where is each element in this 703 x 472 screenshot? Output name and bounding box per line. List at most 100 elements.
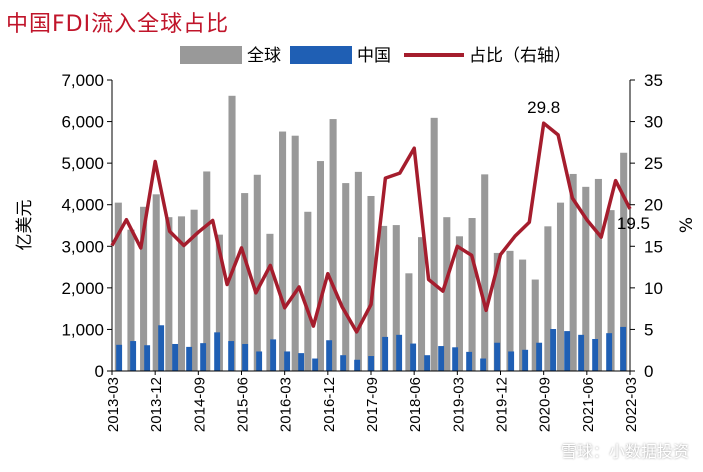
global-bar xyxy=(266,233,274,371)
china-bar xyxy=(186,346,193,371)
global-bar xyxy=(203,171,211,371)
x-tick-label: 2013-03 xyxy=(105,377,122,432)
china-bar xyxy=(466,351,473,371)
y-tick-label: 5,000 xyxy=(61,154,104,173)
china-bar xyxy=(494,342,501,371)
global-bar xyxy=(316,161,325,371)
global-bar xyxy=(392,225,400,371)
y-tick-label: 3,000 xyxy=(61,237,104,256)
china-bar xyxy=(522,349,529,371)
global-bar xyxy=(241,193,249,371)
legend-swatch-china xyxy=(290,46,352,64)
china-bar xyxy=(382,336,389,371)
global-bar xyxy=(468,218,476,371)
global-bar xyxy=(291,135,299,371)
global-bar xyxy=(190,209,198,371)
share-last-label: 19.5 xyxy=(617,214,650,233)
global-bar xyxy=(582,186,590,371)
legend-label-share: 占比（右轴） xyxy=(469,46,571,66)
y-tick-label: 7,000 xyxy=(61,71,104,90)
china-bar xyxy=(256,351,263,371)
global-bar xyxy=(417,237,426,371)
china-bar xyxy=(550,329,557,371)
global-bar xyxy=(443,217,451,371)
china-bar xyxy=(172,343,179,371)
global-bar xyxy=(114,202,122,371)
x-tick-label: 2016-03 xyxy=(278,377,295,432)
china-bar xyxy=(508,351,515,371)
china-bar xyxy=(228,341,235,371)
global-bar xyxy=(177,216,186,371)
china-bar xyxy=(452,347,459,371)
x-tick-label: 2019-12 xyxy=(494,377,511,432)
y2-axis-label: % xyxy=(677,217,697,233)
global-bar xyxy=(506,250,514,371)
global-bar xyxy=(531,279,539,371)
china-bar xyxy=(116,344,123,371)
x-tick-label: 2020-09 xyxy=(537,377,554,432)
global-bar xyxy=(152,194,160,371)
china-bar xyxy=(536,342,543,371)
y2-tick-label: 5 xyxy=(644,320,653,339)
y-tick-label: 4,000 xyxy=(61,196,104,215)
global-bar xyxy=(380,225,388,371)
china-bar xyxy=(354,359,361,371)
global-bar xyxy=(253,174,261,371)
x-tick-label: 2016-12 xyxy=(321,377,338,432)
global-bar xyxy=(493,252,501,371)
x-tick-label: 2018-06 xyxy=(407,377,424,432)
global-bar xyxy=(556,202,565,371)
china-bar xyxy=(158,325,165,371)
x-tick-label: 2015-06 xyxy=(235,377,252,432)
china-bar xyxy=(340,355,347,371)
china-bar xyxy=(144,345,151,371)
global-bar xyxy=(304,211,312,371)
global-bar xyxy=(405,273,413,371)
china-bar xyxy=(606,333,613,371)
china-bar xyxy=(368,356,375,371)
y-tick-label: 1,000 xyxy=(61,320,104,339)
axes: 0 1,000 2,000 3,000 4,000 5,000 6,000 7,000 0 5 10… xyxy=(15,71,697,432)
global-bar xyxy=(127,229,135,371)
y-tick-label: 6,000 xyxy=(61,113,104,132)
china-bar xyxy=(214,332,221,371)
global-bar xyxy=(228,95,236,371)
global-bar xyxy=(279,131,287,371)
china-bar xyxy=(312,358,319,371)
x-tick-label: 2013-12 xyxy=(148,377,165,432)
global-bar xyxy=(620,152,628,371)
global-bar xyxy=(544,226,552,371)
china-bar xyxy=(242,343,249,371)
legend: 全球 中国 占比（右轴） xyxy=(180,46,571,66)
x-tick-label: 2022-03 xyxy=(623,377,640,432)
y2-tick-label: 10 xyxy=(644,279,663,298)
global-bar xyxy=(455,236,463,371)
global-bar xyxy=(140,206,148,371)
china-bars xyxy=(116,325,627,371)
global-bar xyxy=(607,210,615,371)
y2-tick-label: 0 xyxy=(644,362,653,381)
global-bar xyxy=(329,119,337,371)
china-bar xyxy=(578,334,585,371)
global-bar xyxy=(481,174,489,371)
china-bar xyxy=(396,334,403,371)
share-line-path xyxy=(110,121,632,334)
watermark: 雪球：小数据投资 xyxy=(560,442,689,461)
global-bar xyxy=(519,259,527,371)
y2-tick-label: 15 xyxy=(644,237,663,256)
chart-title: 中国FDI流入全球占比 xyxy=(6,12,230,37)
share-line xyxy=(110,121,632,334)
china-bar xyxy=(270,339,277,371)
legend-label-global: 全球 xyxy=(247,46,281,66)
china-bar xyxy=(480,358,487,371)
y2-tick-label: 20 xyxy=(644,196,663,215)
china-bar xyxy=(564,331,571,371)
y-axis-label: 亿美元 xyxy=(15,200,35,251)
y-tick-label: 0 xyxy=(95,362,104,381)
china-bar xyxy=(298,353,305,371)
global-bar xyxy=(215,234,223,371)
y-tick-label: 2,000 xyxy=(61,279,104,298)
global-bar xyxy=(165,217,173,371)
x-tick-label: 2017-09 xyxy=(364,377,381,432)
